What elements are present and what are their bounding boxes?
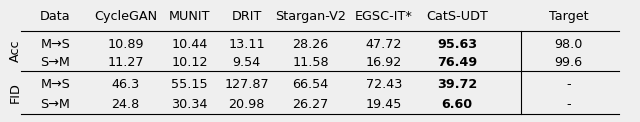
Text: 10.12: 10.12 bbox=[171, 56, 207, 69]
Text: 16.92: 16.92 bbox=[365, 56, 402, 69]
Text: 98.0: 98.0 bbox=[554, 38, 582, 51]
Text: 55.15: 55.15 bbox=[171, 78, 208, 91]
Text: M→S: M→S bbox=[40, 78, 70, 91]
Text: 47.72: 47.72 bbox=[365, 38, 402, 51]
Text: 11.58: 11.58 bbox=[292, 56, 329, 69]
Text: 13.11: 13.11 bbox=[228, 38, 265, 51]
Text: 6.60: 6.60 bbox=[442, 98, 472, 111]
Text: Data: Data bbox=[40, 10, 71, 23]
Text: 30.34: 30.34 bbox=[171, 98, 207, 111]
Text: 127.87: 127.87 bbox=[225, 78, 269, 91]
Text: 76.49: 76.49 bbox=[437, 56, 477, 69]
Text: Stargan-V2: Stargan-V2 bbox=[275, 10, 346, 23]
Text: MUNIT: MUNIT bbox=[168, 10, 210, 23]
Text: S→M: S→M bbox=[40, 98, 70, 111]
Text: S→M: S→M bbox=[40, 56, 70, 69]
Text: EGSC-IT*: EGSC-IT* bbox=[355, 10, 413, 23]
Text: 26.27: 26.27 bbox=[292, 98, 328, 111]
Text: -: - bbox=[566, 78, 571, 91]
Text: FID: FID bbox=[9, 82, 22, 103]
Text: 39.72: 39.72 bbox=[437, 78, 477, 91]
Text: CatS-UDT: CatS-UDT bbox=[426, 10, 488, 23]
Text: DRIT: DRIT bbox=[232, 10, 262, 23]
Text: 11.27: 11.27 bbox=[108, 56, 144, 69]
Text: 10.89: 10.89 bbox=[108, 38, 144, 51]
Text: 19.45: 19.45 bbox=[365, 98, 402, 111]
Text: 10.44: 10.44 bbox=[171, 38, 207, 51]
Text: Acc: Acc bbox=[9, 40, 22, 62]
Text: 20.98: 20.98 bbox=[228, 98, 265, 111]
Text: 99.6: 99.6 bbox=[554, 56, 582, 69]
Text: 24.8: 24.8 bbox=[111, 98, 140, 111]
Text: CycleGAN: CycleGAN bbox=[94, 10, 157, 23]
Text: 9.54: 9.54 bbox=[232, 56, 261, 69]
Text: Target: Target bbox=[548, 10, 588, 23]
Text: M→S: M→S bbox=[40, 38, 70, 51]
Text: 46.3: 46.3 bbox=[111, 78, 140, 91]
Text: -: - bbox=[566, 98, 571, 111]
Text: 66.54: 66.54 bbox=[292, 78, 328, 91]
Text: 72.43: 72.43 bbox=[365, 78, 402, 91]
Text: 28.26: 28.26 bbox=[292, 38, 328, 51]
Text: 95.63: 95.63 bbox=[437, 38, 477, 51]
